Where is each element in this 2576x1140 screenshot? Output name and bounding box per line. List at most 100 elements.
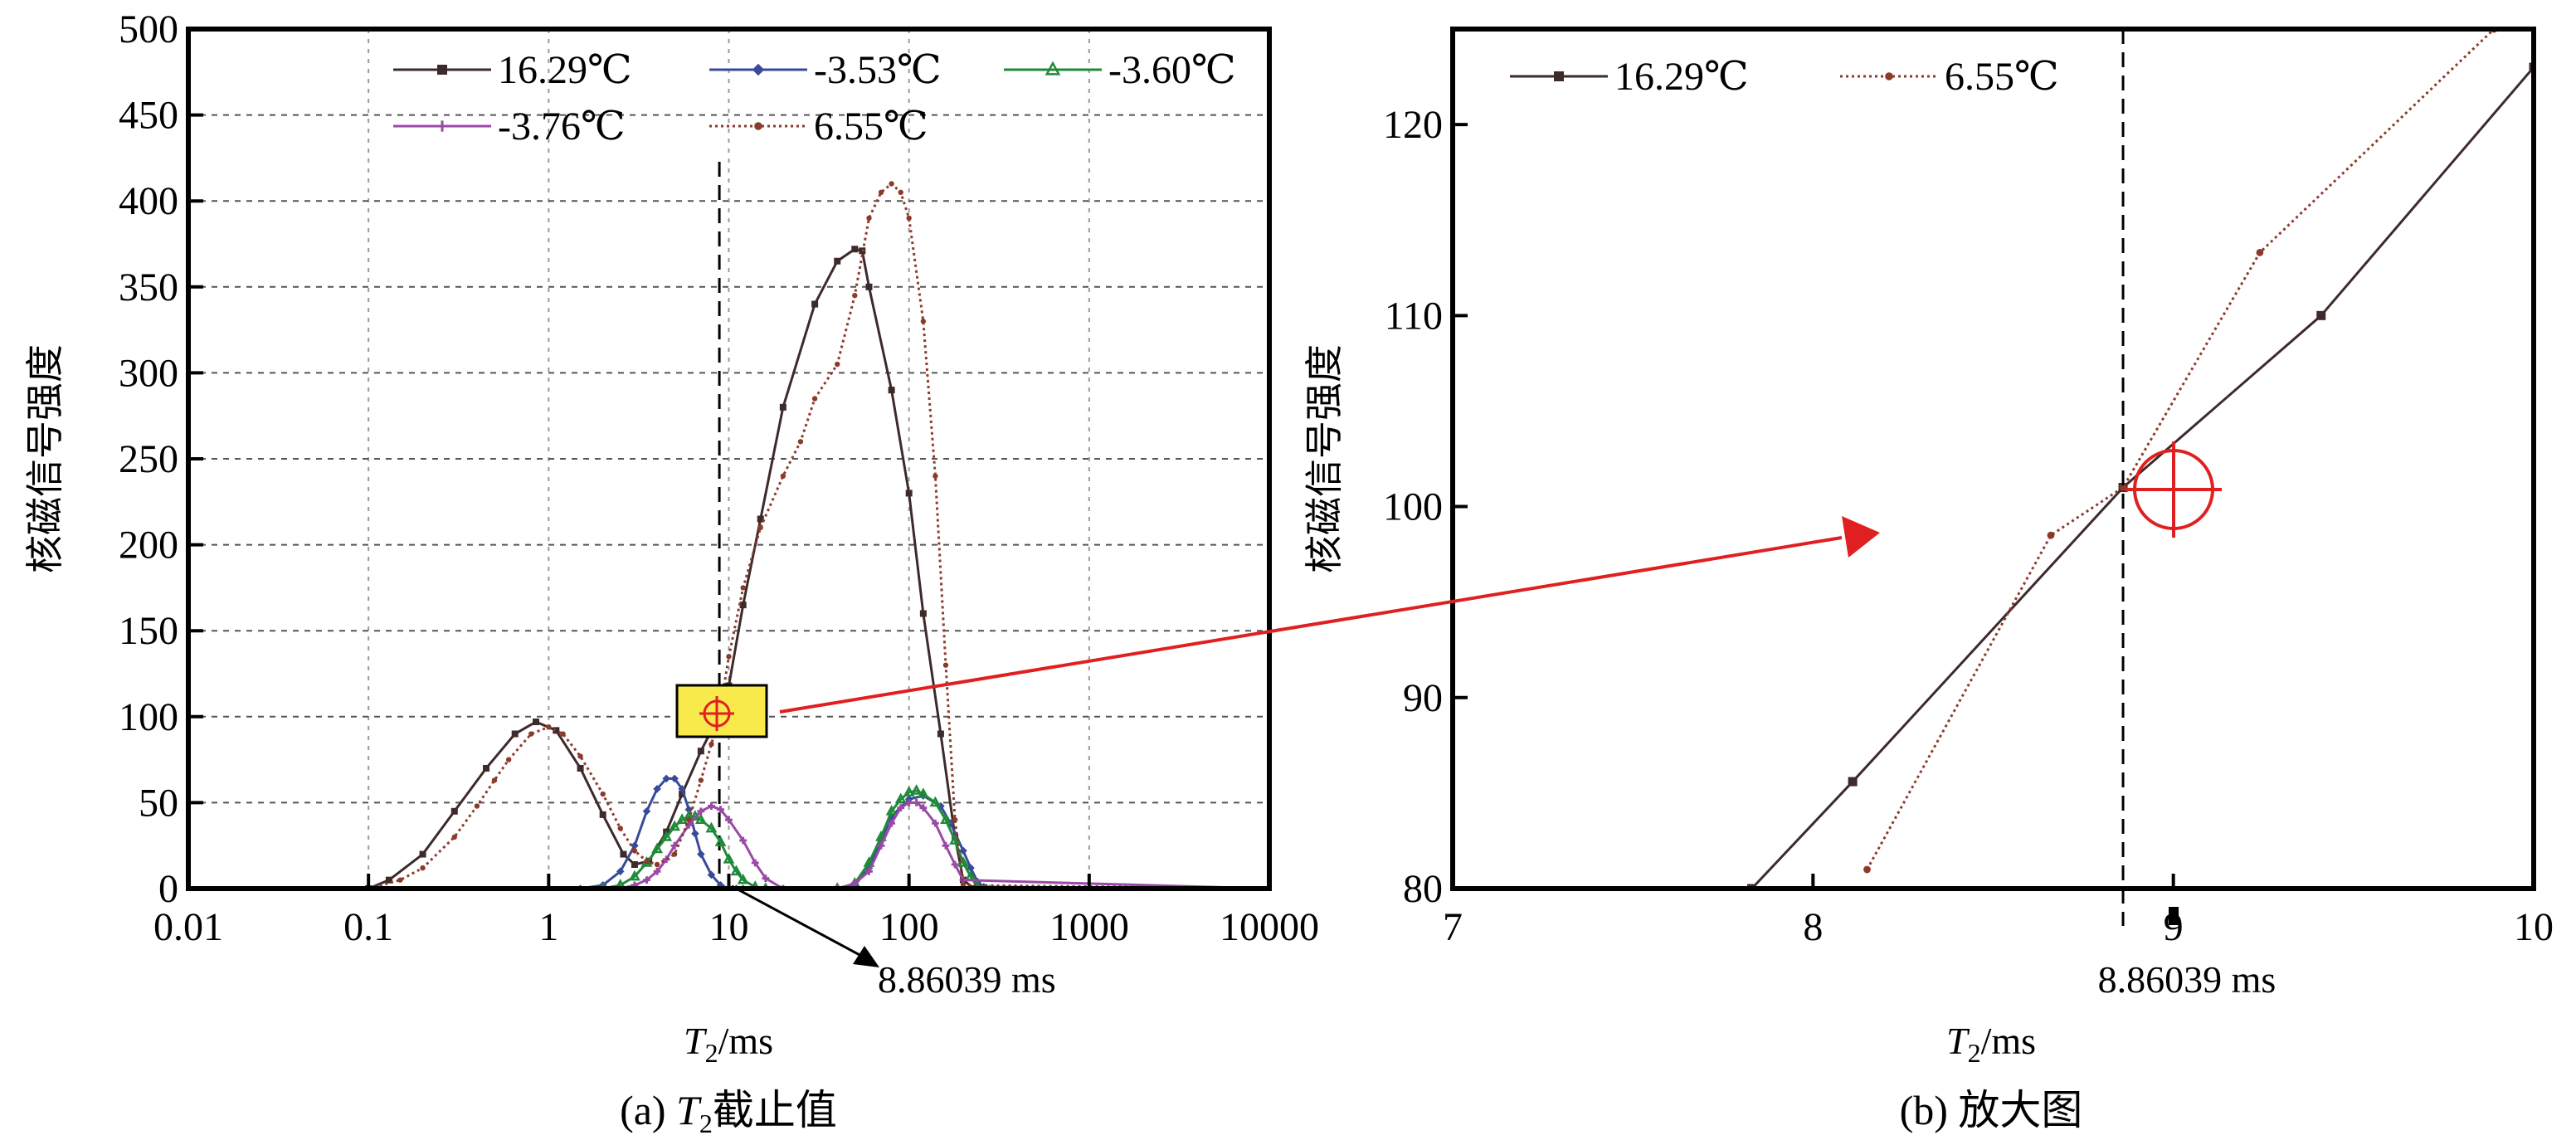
data-point <box>617 826 623 831</box>
y-tick-label: 80 <box>1403 867 1443 911</box>
data-point <box>905 799 913 806</box>
axis-ticks: 0.01 0.1 1 10 100 1000 10000 0 50 100 150 200 250 300… <box>119 7 1319 949</box>
data-point <box>1863 865 1871 874</box>
x-tick-label: 10000 <box>1220 905 1319 949</box>
data-point <box>834 257 841 265</box>
x-axis-label-b: T2/ms <box>1946 1020 2036 1068</box>
target-circle-icon <box>2126 441 2222 538</box>
label-symbol: T <box>1946 1020 1970 1062</box>
data-point <box>686 816 692 823</box>
series-layer <box>1746 29 2534 889</box>
data-point <box>878 189 884 196</box>
data-point <box>940 813 952 824</box>
data-point <box>419 850 426 858</box>
data-point <box>2256 248 2264 256</box>
data-point <box>662 774 670 783</box>
data-point <box>865 867 873 875</box>
label-subscript: 2 <box>699 1108 713 1138</box>
legend-label: -3.76℃ <box>498 105 626 149</box>
data-point <box>678 785 686 793</box>
legend-item: 6.55℃ <box>709 105 928 149</box>
data-point <box>670 774 679 783</box>
data-point <box>707 870 716 879</box>
data-point <box>762 874 770 882</box>
data-point <box>644 858 650 865</box>
data-point <box>888 387 895 394</box>
data-point <box>739 836 747 845</box>
data-point <box>910 784 923 795</box>
data-point <box>679 791 686 798</box>
label-text: (b) <box>1900 1087 1959 1133</box>
data-point <box>698 777 704 783</box>
data-point <box>631 848 638 854</box>
cutoff-arrow-icon <box>731 884 879 967</box>
data-point <box>643 876 650 884</box>
data-point <box>451 834 457 840</box>
data-point <box>491 777 498 783</box>
series <box>1746 62 2534 889</box>
legend-label: 16.29℃ <box>498 48 632 92</box>
data-point <box>905 490 913 497</box>
y-tick-label: 150 <box>119 609 178 653</box>
data-point <box>631 860 638 868</box>
data-point <box>967 864 975 872</box>
label-symbol: T <box>684 1020 708 1062</box>
data-point <box>779 403 786 411</box>
data-point <box>436 120 448 132</box>
label-subscript: 2 <box>705 1038 718 1068</box>
data-point <box>651 842 663 854</box>
series <box>188 246 978 889</box>
series-line <box>188 801 1269 889</box>
data-point <box>739 602 747 609</box>
data-point <box>397 877 403 883</box>
data-point <box>835 361 840 368</box>
data-point <box>913 799 921 806</box>
data-point <box>708 802 715 810</box>
x-tick-label: 0.1 <box>343 905 393 949</box>
data-point <box>437 65 447 75</box>
data-point <box>919 804 928 812</box>
data-point <box>951 860 959 869</box>
y-tick-label: 350 <box>119 266 178 309</box>
data-point <box>684 805 694 814</box>
legend-item: -3.76℃ <box>393 105 626 149</box>
data-point <box>629 870 640 881</box>
label-text: 截止值 <box>713 1087 837 1133</box>
data-point <box>2047 531 2055 539</box>
data-point <box>850 879 859 888</box>
data-point <box>942 662 949 668</box>
x-tick-label: 10 <box>709 905 749 949</box>
legend-item: 16.29℃ <box>393 48 632 92</box>
data-point <box>933 473 938 479</box>
plot-frame <box>1450 27 2536 891</box>
data-point <box>616 867 625 876</box>
data-point <box>726 654 732 660</box>
series <box>1863 29 2498 874</box>
data-point <box>875 831 887 841</box>
x-tick-label: 1 <box>538 905 558 949</box>
data-point <box>662 855 670 864</box>
y-tick-label: 0 <box>158 867 178 911</box>
label-text: 放大图 <box>1958 1087 2082 1133</box>
series-line <box>188 247 976 889</box>
legend-label: 16.29℃ <box>1614 55 1749 99</box>
data-point <box>866 215 872 222</box>
series-line <box>188 777 1269 889</box>
data-point <box>577 764 584 772</box>
data-point <box>888 819 896 827</box>
label-text: (a) <box>620 1087 676 1133</box>
series <box>188 799 1269 889</box>
y-tick-label: 100 <box>1383 485 1443 529</box>
data-point <box>852 292 858 299</box>
data-point <box>717 806 724 814</box>
series-line <box>1751 66 2534 889</box>
caption-a: (a) T2截止值 <box>620 1087 837 1138</box>
data-point <box>505 757 512 762</box>
label-symbol: T <box>676 1087 702 1133</box>
data-point <box>952 816 958 823</box>
data-point <box>942 841 950 850</box>
data-point <box>420 865 426 871</box>
